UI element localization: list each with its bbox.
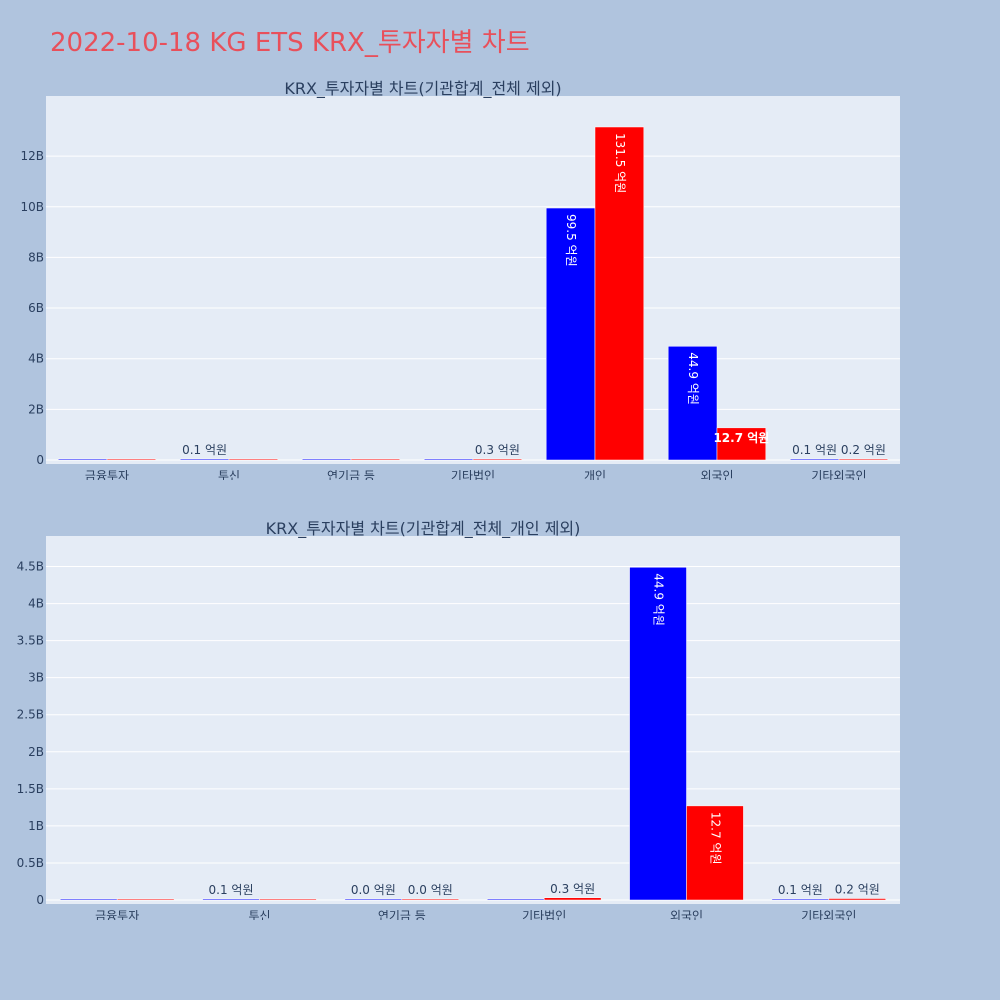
bar-value-label: 0.1 억원	[778, 883, 823, 897]
bar	[472, 458, 523, 461]
bar-value-label: 12.7 억원	[713, 431, 769, 445]
page-title: 2022-10-18 KG ETS KRX_투자자별 차트	[50, 28, 530, 58]
bar-value-label: 0.0 억원	[408, 883, 453, 897]
bar	[716, 427, 767, 461]
y-tick-label: 4B	[28, 597, 44, 611]
y-tick-label: 1.5B	[17, 782, 44, 796]
y-tick-label: 1B	[28, 819, 44, 833]
bar	[771, 898, 830, 901]
y-tick-label: 12B	[20, 149, 44, 163]
bar	[301, 458, 352, 461]
bar-value-label: 44.9 억원	[652, 573, 666, 626]
bar	[259, 898, 317, 901]
bar	[629, 567, 687, 901]
chart-title: KRX_투자자별 차트(기관합계_전체 제외)	[284, 79, 561, 99]
y-tick-label: 10B	[20, 200, 44, 214]
x-tick-label: 연기금 등	[378, 909, 426, 920]
bar	[202, 898, 260, 901]
bar-value-label: 0.1 억원	[792, 443, 837, 457]
y-tick-label: 2B	[28, 745, 44, 759]
bar-value-label: 0.0 억원	[351, 883, 396, 897]
investor-chart-1: KRX_투자자별 차트(기관합계_전체 제외) 0 2B 4B 6B 8B 10B 12B 금융…	[20, 79, 900, 480]
bar	[543, 897, 602, 901]
bar	[57, 458, 108, 461]
y-tick-label: 4B	[28, 352, 44, 366]
y-tick-label: 6B	[28, 301, 44, 315]
bar	[667, 346, 718, 461]
x-tick-label: 외국인	[670, 909, 703, 920]
x-tick-label: 기타법인	[451, 469, 495, 480]
bar	[106, 458, 157, 461]
bar-value-label: 99.5 억원	[564, 214, 578, 267]
y-tick-label: 3.5B	[17, 634, 44, 648]
bar-value-label: 0.3 억원	[475, 443, 520, 457]
bar	[344, 898, 403, 901]
bar-value-label: 12.7 억원	[708, 812, 722, 865]
bar	[228, 458, 279, 461]
bar-value-label: 0.2 억원	[841, 443, 886, 457]
bar-value-label: 0.2 억원	[835, 883, 880, 897]
y-tick-label: 0.5B	[17, 856, 44, 870]
x-tick-label: 투신	[218, 469, 240, 480]
bar-value-label: 0.3 억원	[550, 882, 595, 896]
bar	[789, 458, 840, 461]
bar	[423, 458, 474, 461]
x-tick-label: 금융투자	[85, 469, 129, 480]
bar	[116, 898, 175, 901]
x-tick-label: 연기금 등	[327, 469, 375, 480]
bar	[828, 898, 887, 901]
bar	[350, 458, 401, 461]
plot-area	[46, 96, 900, 464]
bar	[179, 458, 230, 461]
y-tick-label: 0	[36, 893, 44, 907]
bar	[594, 126, 645, 461]
x-tick-label: 투신	[248, 909, 270, 920]
bar	[838, 458, 889, 461]
bar-value-label: 0.1 억원	[209, 883, 254, 897]
bar	[59, 898, 118, 901]
x-tick-label: 개인	[584, 469, 606, 480]
y-tick-label: 2.5B	[17, 708, 44, 722]
x-tick-label: 기타외국인	[811, 469, 866, 480]
bar	[686, 805, 744, 901]
y-tick-label: 4.5B	[17, 560, 44, 574]
bar-value-label: 44.9 억원	[686, 352, 700, 405]
plot-area	[46, 536, 900, 904]
chart-title: KRX_투자자별 차트(기관합계_전체_개인 제외)	[266, 519, 581, 539]
bar	[545, 207, 596, 461]
bar-value-label: 0.1 억원	[182, 443, 227, 457]
x-tick-label: 금융투자	[95, 909, 139, 920]
bar-value-label: 131.5 억원	[613, 133, 627, 193]
x-tick-label: 기타외국인	[801, 909, 856, 920]
y-tick-label: 2B	[28, 402, 44, 416]
investor-chart-2: KRX_투자자별 차트(기관합계_전체_개인 제외) 0 0.5B 1B 1.5B 2B 2…	[17, 519, 900, 920]
bar	[486, 898, 545, 901]
x-tick-label: 외국인	[700, 469, 733, 480]
bar	[401, 898, 460, 901]
x-tick-label: 기타법인	[522, 909, 566, 920]
y-tick-label: 3B	[28, 671, 44, 685]
y-tick-label: 0	[36, 453, 44, 467]
y-tick-label: 8B	[28, 250, 44, 264]
